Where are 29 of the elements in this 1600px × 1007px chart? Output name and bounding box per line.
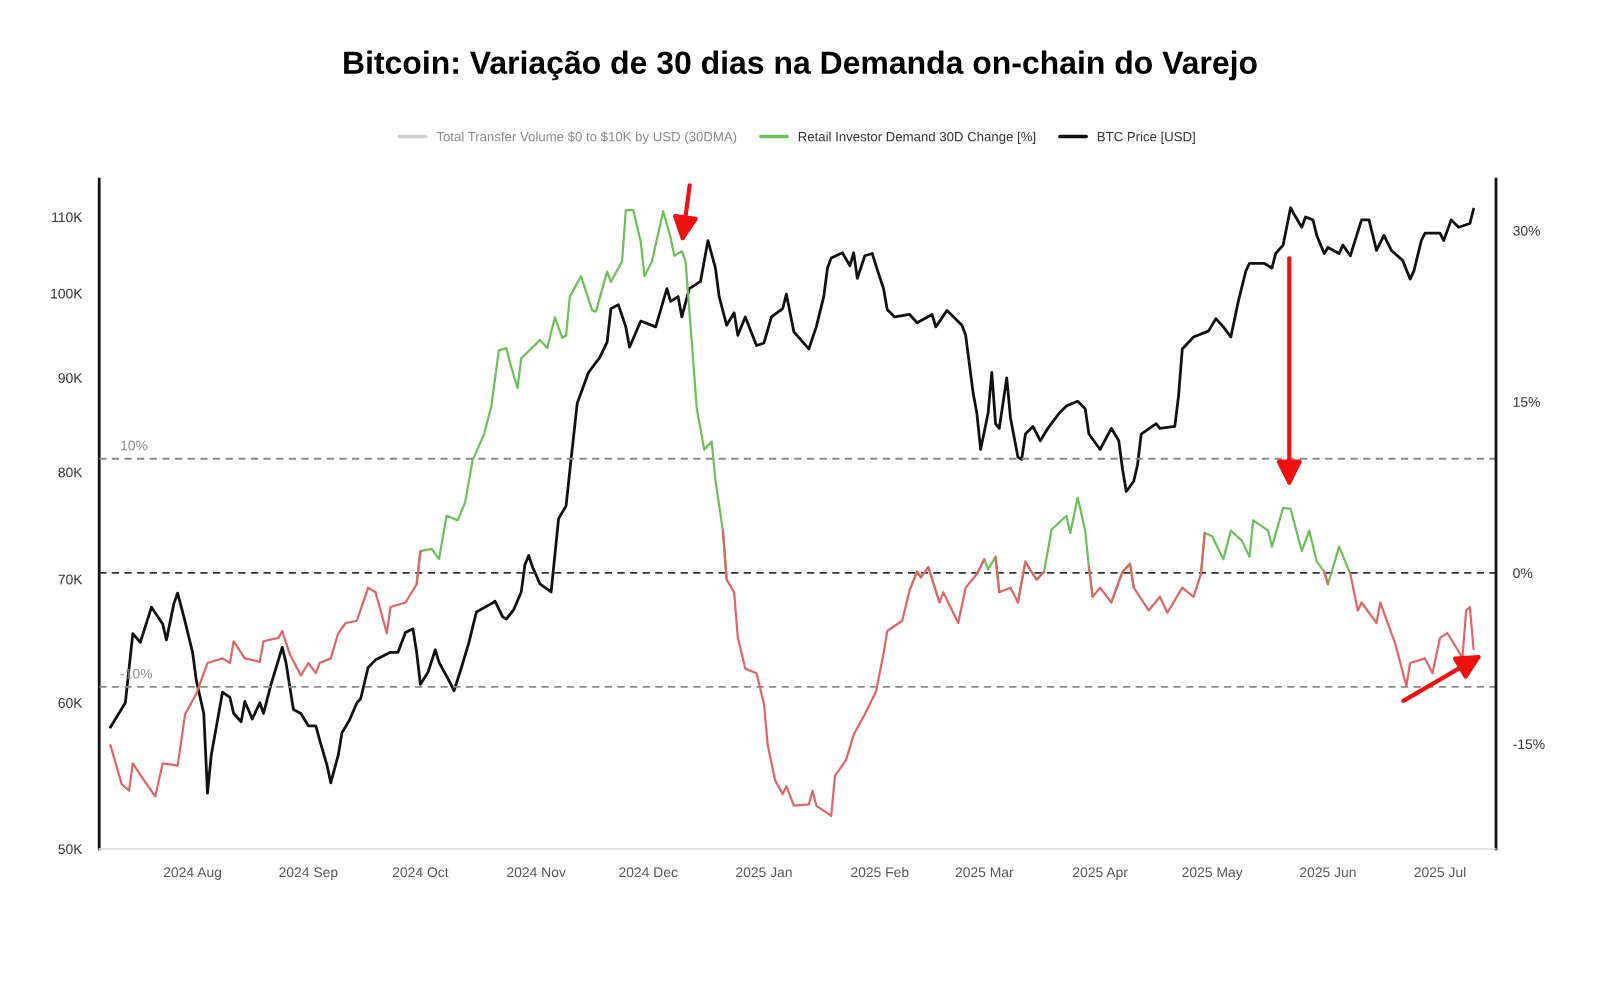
x-tick-label: 2025 Mar [955,867,1014,878]
y-tick-label: 70K [58,574,83,585]
legend-label: Total Transfer Volume $0 to $10K by USD (30DMA) [436,131,737,144]
x-tick-label: 2025 Jun [1300,867,1356,878]
chart-title: Bitcoin: Variação de 30 dias na Demanda on-chain do Varejo [344,50,1257,81]
x-tick-label: 2024 Aug [163,867,222,880]
x-tick-label: 2025 Jan [736,867,792,878]
y-tick-label: 80K [58,467,83,478]
line-series [109,206,1475,795]
y-tick-label: 90K [58,373,83,383]
x-tick-label: 2024 Sep [279,867,338,880]
y2-tick-label: 15% [1513,397,1540,407]
x-tick-label: 2025 Feb [851,866,909,878]
y-tick-label: 60K [58,698,83,708]
x-tick-label: 2024 Dec [619,867,678,878]
y2-tick-label: 30% [1513,225,1540,236]
x-tick-label: 2025 Jul [1414,866,1466,878]
x-tick-label: 2024 Nov [507,867,566,878]
x-tick-label: 2025 Apr [1073,867,1128,880]
x-tick-label: 2025 May [1182,867,1243,880]
legend-label: Retail Investor Demand 30D Change [%] [798,131,1036,144]
legend-label: BTC Price [USD] [1097,131,1195,144]
ref-line-label: 10% [121,440,148,451]
x-tick-label: 2024 Oct [392,867,449,878]
y-tick-label: 100K [51,288,83,299]
y-tick-label: 110K [52,212,83,223]
y-tick-label: 50K [58,844,83,855]
y2-tick-label: 0% [1513,568,1533,578]
y2-tick-label: -15% [1513,739,1545,750]
